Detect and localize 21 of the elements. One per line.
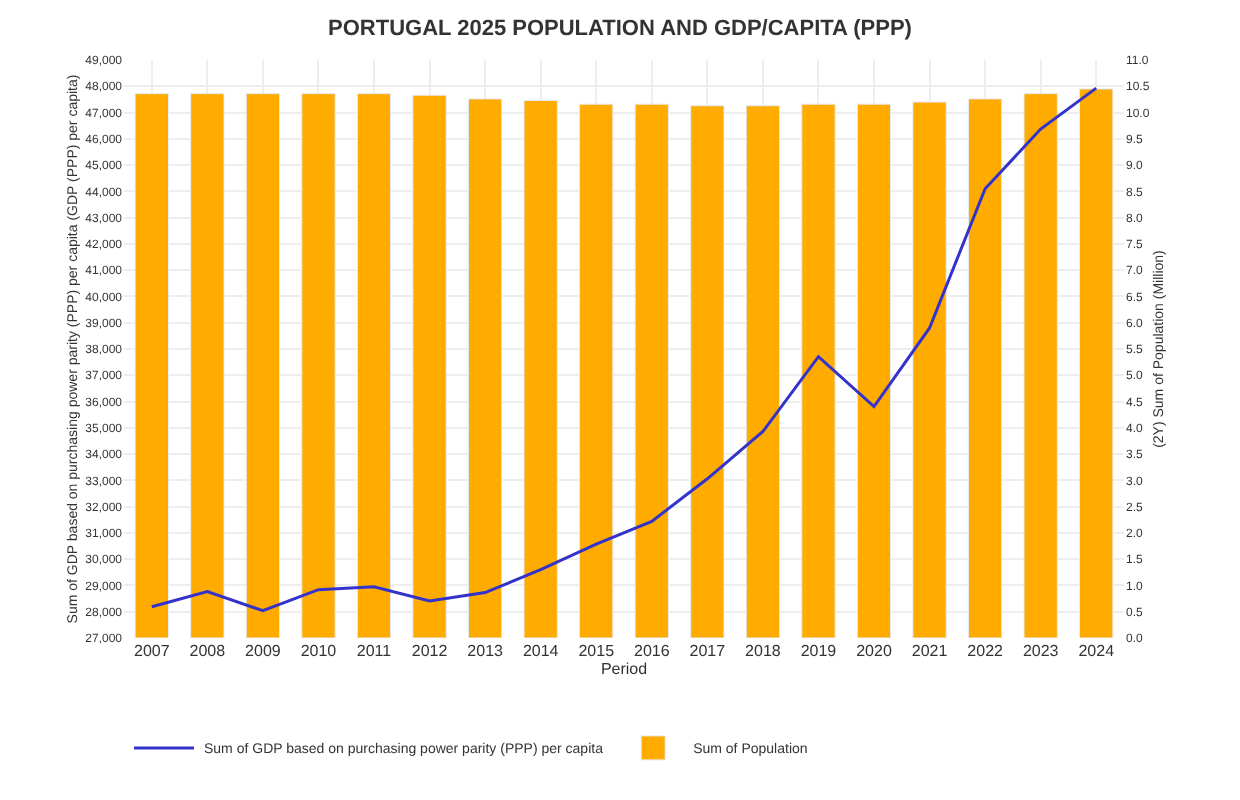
- x-tick-label: 2008: [189, 642, 227, 660]
- x-tick-label: 2024: [1078, 642, 1116, 660]
- x-tick-label: 2015: [578, 642, 616, 660]
- x-axis-title: Period: [600, 660, 648, 679]
- chart-title: PORTUGAL 2025 POPULATION AND GDP/CAPITA (PPP): [328, 17, 913, 42]
- x-tick-label: 2011: [356, 642, 393, 660]
- x-tick-label: 2010: [300, 642, 338, 660]
- x-tick-label: 2016: [633, 642, 671, 660]
- x-tick-label: 2022: [967, 642, 1005, 660]
- x-tick-label: 2017: [689, 642, 727, 660]
- x-tick-label: 2012: [411, 642, 449, 660]
- x-tick-label: 2018: [745, 642, 782, 660]
- x-tick-label: 2021: [911, 642, 949, 660]
- x-tick-label: 2007: [133, 642, 171, 660]
- x-tick-label: 2014: [522, 642, 560, 660]
- line-series: [150, 86, 1098, 613]
- x-tick-label: 2020: [856, 642, 893, 660]
- x-tick-label: 2009: [245, 642, 282, 660]
- x-tick-label: 2019: [800, 642, 838, 660]
- x-tick-label: 2013: [467, 642, 505, 660]
- x-tick-label: 2023: [1022, 642, 1060, 660]
